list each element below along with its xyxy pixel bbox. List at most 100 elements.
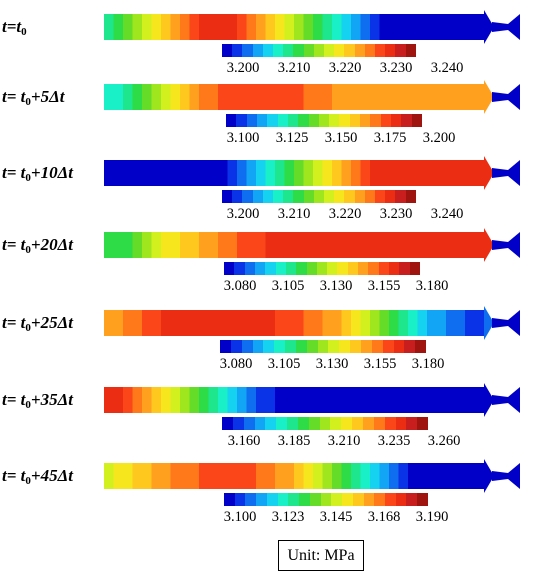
legend-swatch — [236, 114, 247, 127]
legend-swatch — [262, 190, 274, 203]
field-cell — [284, 387, 295, 413]
field-cell — [113, 232, 124, 258]
field-cell — [474, 463, 485, 489]
legend-swatch — [277, 493, 289, 506]
field-cell — [417, 463, 428, 489]
field-cell — [303, 84, 314, 110]
legend-swatch — [303, 190, 314, 203]
flow-arrow-head — [484, 306, 494, 340]
legend-tick-label: 3.210 — [277, 206, 311, 222]
legend-tick-label: 3.160 — [227, 433, 261, 449]
field-cell — [275, 14, 286, 40]
legend-swatch — [364, 190, 376, 203]
field-cell — [379, 160, 390, 186]
field-cell — [218, 232, 229, 258]
legend-tick-label: 3.168 — [367, 509, 401, 525]
field-cell — [218, 160, 229, 186]
field-cell — [142, 463, 153, 489]
field-cell — [360, 310, 371, 336]
field-cell — [180, 14, 191, 40]
field-cell — [389, 310, 400, 336]
legend-swatch — [265, 262, 276, 275]
legend-tick-label: 3.155 — [367, 278, 401, 294]
legend-swatch — [334, 44, 345, 57]
legend-swatch — [350, 340, 361, 353]
field-cell — [427, 387, 438, 413]
field-cell — [341, 310, 352, 336]
field-cell — [351, 387, 362, 413]
field-cell — [199, 387, 210, 413]
field-cell — [284, 310, 295, 336]
field-cell — [341, 84, 352, 110]
field-cell — [303, 14, 314, 40]
time-label: t= t0+20Δt — [2, 235, 73, 256]
field-cell — [256, 387, 267, 413]
field-cell — [370, 310, 381, 336]
legend-swatch — [375, 190, 386, 203]
legend-swatch — [339, 114, 350, 127]
field-cell — [398, 387, 409, 413]
field-cell — [246, 232, 257, 258]
legend-swatch — [415, 340, 427, 353]
field-cell — [446, 463, 457, 489]
field-cell — [351, 160, 362, 186]
legend-swatch — [362, 417, 374, 430]
field-cell — [237, 387, 248, 413]
field-cell — [218, 14, 229, 40]
field-cell — [275, 160, 286, 186]
pressure-field-bar — [104, 306, 520, 340]
field-cell — [313, 84, 324, 110]
legend-tick-label: 3.180 — [411, 356, 445, 372]
legend-tick-label: 3.210 — [327, 433, 361, 449]
field-cell — [275, 387, 286, 413]
field-cell — [265, 232, 276, 258]
field-cell — [208, 387, 219, 413]
legend-swatch — [395, 493, 407, 506]
nozzle-shape — [492, 387, 520, 413]
field-cell — [151, 160, 162, 186]
field-cell — [113, 387, 124, 413]
field-cell — [389, 84, 400, 110]
field-cell — [132, 387, 143, 413]
field-cell — [265, 387, 276, 413]
legend-swatch — [222, 417, 233, 430]
legend-swatch — [287, 417, 298, 430]
field-cell — [123, 84, 134, 110]
field-cell — [142, 84, 153, 110]
legend-swatch — [244, 262, 255, 275]
field-cell — [189, 310, 200, 336]
field-cell — [417, 310, 428, 336]
field-cell — [370, 463, 381, 489]
field-cell — [322, 387, 333, 413]
field-cell — [427, 84, 438, 110]
time-label: t=t0 — [2, 17, 27, 38]
field-cell — [237, 160, 248, 186]
field-cell — [294, 160, 305, 186]
legend-swatch — [331, 493, 343, 506]
legend-swatch — [297, 417, 309, 430]
field-cell — [123, 160, 134, 186]
field-cell — [398, 463, 409, 489]
legend-tick-label: 3.105 — [267, 356, 301, 372]
field-cell — [189, 463, 200, 489]
field-cell — [265, 160, 276, 186]
legend-swatch — [405, 190, 416, 203]
nozzle-shape — [492, 310, 520, 336]
legend-swatch — [262, 44, 274, 57]
pressure-field-bar — [104, 459, 520, 493]
field-cell — [275, 463, 286, 489]
legend-tick-label: 3.175 — [373, 130, 407, 146]
nozzle-shape — [492, 14, 520, 40]
field-cell — [151, 387, 162, 413]
nozzle-shape — [492, 160, 520, 186]
field-cell — [294, 387, 305, 413]
field-cell — [408, 84, 419, 110]
legend-swatch — [296, 262, 307, 275]
field-cell — [113, 463, 124, 489]
flow-arrow-head — [484, 459, 494, 493]
field-cell — [341, 463, 352, 489]
field-cell — [189, 387, 200, 413]
field-cell — [436, 232, 447, 258]
field-cell — [199, 160, 210, 186]
field-cell — [227, 463, 238, 489]
